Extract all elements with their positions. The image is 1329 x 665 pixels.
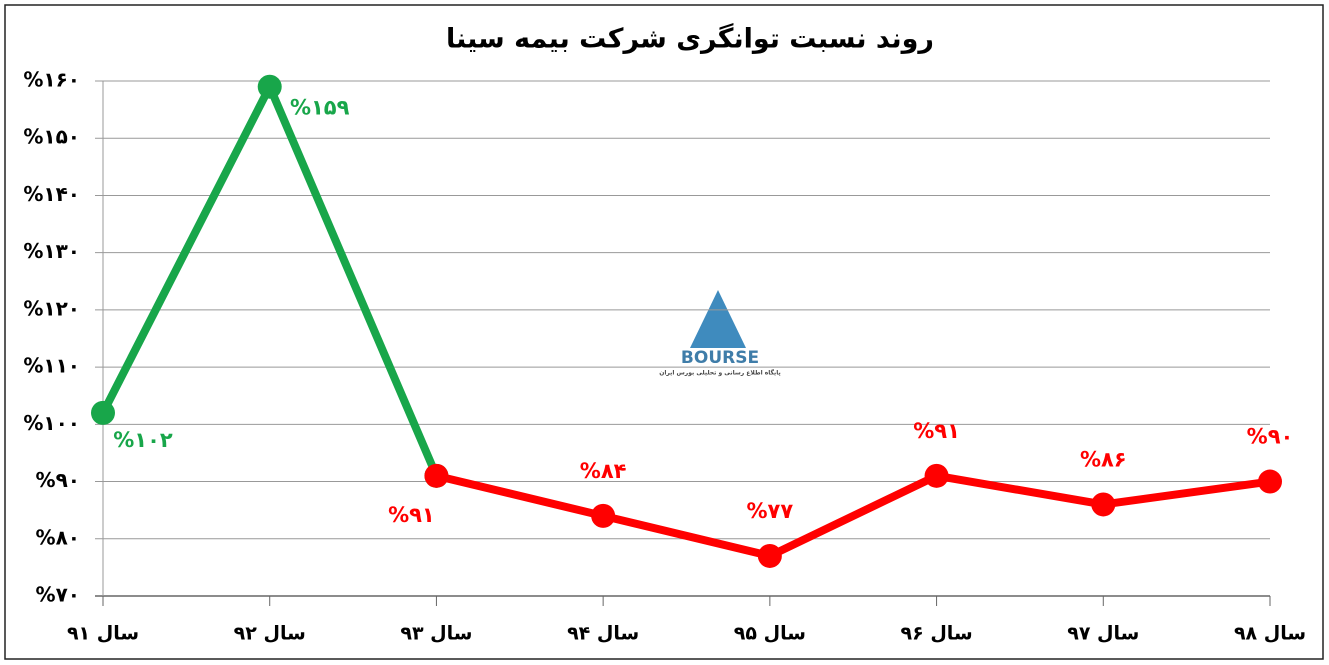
watermark: BOURSE پایگاه اطلاع رسانی و تحلیلی بورس … xyxy=(659,290,781,377)
data-point xyxy=(1258,469,1282,494)
data-label: %۹۱ xyxy=(913,419,960,443)
chart-border xyxy=(4,4,1324,660)
data-label: %۱۰۲ xyxy=(113,428,173,452)
x-tick-label: سال ۹۴ xyxy=(567,623,639,645)
y-tick-label: %۱۴۰ xyxy=(23,182,80,206)
y-tick-label: %۱۶۰ xyxy=(23,68,80,92)
x-tick-label: سال ۹۵ xyxy=(734,623,806,645)
series-line xyxy=(435,471,1271,560)
y-tick-label: %۹۰ xyxy=(36,468,80,492)
x-tick-label: سال ۹۷ xyxy=(1067,623,1139,645)
data-label: %۱۵۹ xyxy=(290,96,350,120)
x-tick-label: سال ۹۱ xyxy=(67,623,139,645)
x-tick-label: سال ۹۲ xyxy=(234,623,306,645)
data-label: %۷۷ xyxy=(747,499,794,523)
chart-title: روند نسبت توانگری شرکت بیمه سینا xyxy=(446,23,934,55)
x-tick-label: سال ۹۳ xyxy=(400,623,472,645)
data-point xyxy=(1091,492,1116,517)
y-tick-label: %۱۲۰ xyxy=(23,296,80,320)
x-tick-label: سال ۹۶ xyxy=(901,623,973,645)
y-tick-label: %۱۳۰ xyxy=(23,239,80,263)
data-point xyxy=(924,463,949,488)
data-point xyxy=(91,400,115,425)
data-label: %۸۴ xyxy=(580,459,627,483)
data-label: %۸۶ xyxy=(1080,447,1127,471)
y-tick-label: %۱۰۰ xyxy=(23,411,80,435)
data-point xyxy=(424,463,449,488)
watermark-text: BOURSE xyxy=(681,348,759,368)
data-point xyxy=(591,503,616,528)
data-point xyxy=(257,74,282,99)
data-point xyxy=(757,543,782,568)
data-label: %۹۱ xyxy=(388,503,435,527)
y-tick-label: %۱۵۰ xyxy=(23,125,80,149)
data-label: %۹۰ xyxy=(1247,425,1294,449)
y-tick-label: %۷۰ xyxy=(36,583,80,607)
watermark-logo xyxy=(690,290,746,348)
y-tick-label: %۸۰ xyxy=(36,525,80,549)
x-tick-label: سال ۹۸ xyxy=(1234,623,1306,645)
watermark-tagline: پایگاه اطلاع رسانی و تحلیلی بورس ایران xyxy=(659,369,781,377)
y-tick-label: %۱۱۰ xyxy=(23,354,80,378)
